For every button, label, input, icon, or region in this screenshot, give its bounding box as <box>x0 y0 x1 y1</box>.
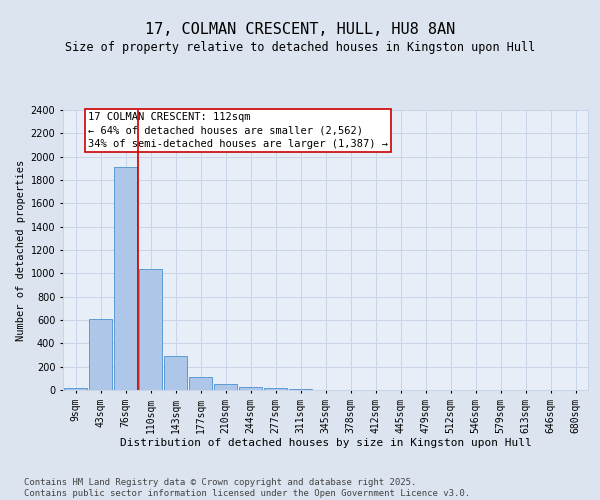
Bar <box>214 384 237 390</box>
Bar <box>264 388 287 390</box>
Text: 17 COLMAN CRESCENT: 112sqm
← 64% of detached houses are smaller (2,562)
34% of s: 17 COLMAN CRESCENT: 112sqm ← 64% of deta… <box>88 112 388 148</box>
X-axis label: Distribution of detached houses by size in Kingston upon Hull: Distribution of detached houses by size … <box>119 438 532 448</box>
Bar <box>139 268 162 390</box>
Bar <box>239 386 262 390</box>
Bar <box>164 356 187 390</box>
Bar <box>64 388 87 390</box>
Text: Size of property relative to detached houses in Kingston upon Hull: Size of property relative to detached ho… <box>65 41 535 54</box>
Bar <box>89 320 112 390</box>
Text: 17, COLMAN CRESCENT, HULL, HU8 8AN: 17, COLMAN CRESCENT, HULL, HU8 8AN <box>145 22 455 38</box>
Bar <box>114 167 137 390</box>
Bar <box>189 376 212 390</box>
Text: Contains HM Land Registry data © Crown copyright and database right 2025.
Contai: Contains HM Land Registry data © Crown c… <box>24 478 470 498</box>
Y-axis label: Number of detached properties: Number of detached properties <box>16 160 26 340</box>
